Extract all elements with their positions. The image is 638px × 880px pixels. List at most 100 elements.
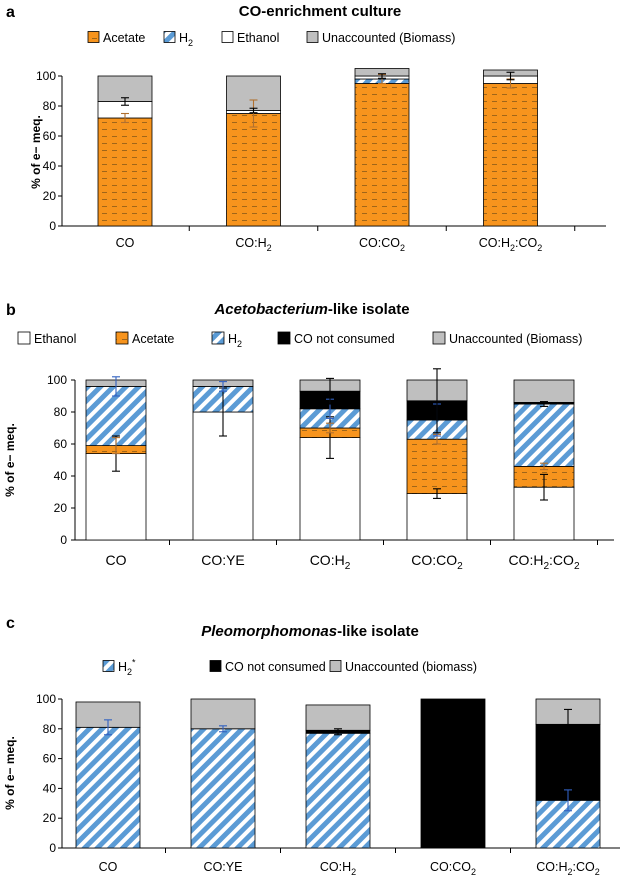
bar-segment-acetate [97,117,153,227]
legend-swatch [115,331,129,345]
bar-segment-unaccounted [305,704,371,731]
legend-item-acetate: Acetate [115,331,174,346]
legend-item-unaccounted: Unaccounted (biomass) [329,660,477,674]
bar-segment-acetate [226,113,281,227]
panel-c-title: Pleomorphomonas-like isolate [201,623,419,640]
y-tick-label: 100 [47,373,67,387]
bar-segment-unaccounted [513,379,575,403]
x-category-label: CO:CO2 [430,860,476,877]
panel-b: b Acetobacterium-like isolate Ethanol Ace… [3,301,614,572]
legend-swatch [163,31,176,43]
legend-swatch [277,331,291,345]
legend-item-ethanol: Ethanol [221,31,279,45]
y-tick-label: 60 [43,129,57,143]
y-tick-label: 40 [43,781,57,795]
bar-segment-h2 [305,732,371,849]
error-bar [540,401,548,407]
panel-c-label: c [6,615,15,632]
legend-swatch [306,31,319,43]
y-tick-label: 0 [49,841,56,855]
legend-label: Ethanol [34,332,76,346]
legend-item-acetate: Acetate [87,31,145,45]
x-category-label: CO:H2:CO2 [508,552,580,572]
x-category-label: CO:CO2 [359,236,405,253]
panel-a-title: CO-enrichment culture [239,3,402,20]
x-category-label: CO:YE [204,860,243,874]
panel-a-label: a [6,4,15,21]
y-tick-label: 0 [60,533,67,547]
error-bar [219,381,227,392]
bar-segment-ethanol [406,493,468,541]
legend-swatch [329,660,342,672]
legend-item-unaccounted: Unaccounted (Biomass) [306,31,455,45]
legend-label: Ethanol [237,31,279,45]
y-axis-label: % of e− meq. [3,736,17,810]
y-tick-label: 20 [43,811,57,825]
y-tick-label: 60 [43,752,57,766]
legend-item-h2: H2 [211,331,242,349]
y-tick-label: 80 [54,405,68,419]
legend-item-h2: H2* [102,657,136,677]
legend-label: Acetate [132,332,174,346]
x-category-label: CO:CO2 [411,552,463,572]
error-bar [219,725,227,733]
y-axis-label: % of e− meq. [3,423,17,497]
legend-label: H2 [179,31,193,48]
legend-label: H2 [228,332,242,349]
x-category-label: CO:H2 [310,552,351,572]
legend-label: H2* [118,657,136,676]
error-bar [326,422,334,434]
y-tick-label: 100 [36,692,56,706]
x-category-label: CO:H2:CO2 [479,236,543,253]
x-category-label: CO:H2 [235,236,271,253]
legend-label: Unaccounted (Biomass) [449,332,582,346]
error-bar [121,97,129,106]
y-tick-label: 40 [54,469,68,483]
y-tick-label: 100 [36,69,56,83]
panel-a: a CO-enrichment culture Acetate H2 Ethanol… [6,3,606,253]
legend-item-co-not-consumed: CO not consumed [209,660,326,674]
y-tick-label: 20 [43,189,57,203]
legend-swatch [221,31,234,43]
panel-b-label: b [6,302,16,319]
bar-segment-h2 [75,726,141,849]
legend-swatch [432,331,446,345]
error-bar [121,112,129,124]
panel-c-plot: % of e− meq. 0 20 40 60 80 100 CO CO:YE CO:H2 CO:C… [3,692,620,877]
panel-a-plot: % of e− meq. 0 20 40 60 80 100 CO CO:H2 CO:CO2 CO:… [29,68,606,253]
y-tick-label: 0 [49,219,56,233]
legend-label: CO not consumed [225,660,326,674]
x-category-label: CO [99,860,118,874]
y-tick-label: 80 [43,722,57,736]
legend-label: Unaccounted (Biomass) [322,31,455,45]
error-bar [249,99,258,128]
bar-segment-h2 [513,403,575,467]
error-bar [540,473,548,501]
x-category-label: CO [106,552,127,568]
panel-b-legend: Ethanol Acetate H2 CO not consumed Unaccount… [17,331,582,349]
legend-item-co-not-consumed: CO not consumed [277,331,395,346]
legend-item-h2: H2 [163,31,193,48]
panel-b-plot: % of e− meq. 0 20 40 60 80 100 CO CO:YE CO:H2 CO:C… [3,368,614,572]
legend-label: Acetate [103,31,145,45]
legend-swatch [102,660,115,672]
bar-segment-acetate [406,438,468,495]
y-tick-label: 80 [43,99,57,113]
error-bar [112,437,120,455]
error-bar [540,462,548,471]
legend-item-ethanol: Ethanol [17,331,76,346]
error-bar [378,73,386,79]
legend-swatch [211,331,225,345]
legend-item-unaccounted: Unaccounted (Biomass) [432,331,582,346]
x-category-label: CO:H2 [320,860,356,877]
y-tick-label: 40 [43,159,57,173]
error-bar [564,789,572,812]
error-bar [334,728,342,736]
error-bar [104,719,112,736]
panel-b-title: Acetobacterium-like isolate [213,301,409,318]
panel-c: c Pleomorphomonas-like isolate H2* CO not… [3,615,620,877]
error-bar [506,71,515,81]
x-category-label: CO:H2:CO2 [536,860,600,877]
error-bar [326,377,334,405]
